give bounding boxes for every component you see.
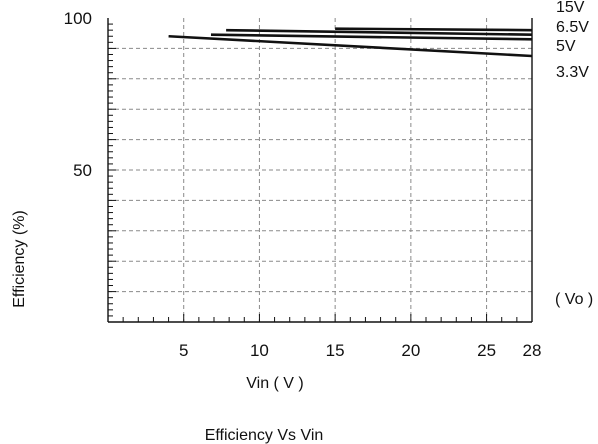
y-tick-label: 50 xyxy=(73,161,92,180)
series-labels: 15V 6.5V 5V 3.3V xyxy=(556,0,589,81)
x-tick-label: 15 xyxy=(326,341,345,360)
x-tick-label: 20 xyxy=(401,341,420,360)
x-tick-label: 28 xyxy=(523,341,542,360)
series-label-5v: 5V xyxy=(556,38,576,55)
series-label-6-5v: 6.5V xyxy=(556,19,589,36)
series-line-3-3v xyxy=(168,34,533,58)
x-axis-title: Vin ( V ) xyxy=(246,375,304,392)
grid xyxy=(108,18,532,322)
legend-title: ( Vo ) xyxy=(555,291,593,308)
chart-caption: Efficiency Vs Vin xyxy=(205,427,324,444)
x-tick-label: 10 xyxy=(250,341,269,360)
x-tick-label: 5 xyxy=(179,341,188,360)
series-label-15v: 15V xyxy=(556,0,585,16)
y-tick-label: 100 xyxy=(64,9,92,28)
tick-marks xyxy=(108,23,518,322)
x-tick-label: 25 xyxy=(477,341,496,360)
tick-labels: 5 10 15 20 25 28 50 100 xyxy=(64,9,542,360)
y-axis-title: Efficiency (%) xyxy=(11,210,28,308)
series-line-6-5v xyxy=(226,28,533,37)
series-line-5v xyxy=(210,33,533,41)
series-lines xyxy=(168,27,533,58)
series-line-15v xyxy=(335,27,533,32)
series-label-3-3v: 3.3V xyxy=(556,64,589,81)
